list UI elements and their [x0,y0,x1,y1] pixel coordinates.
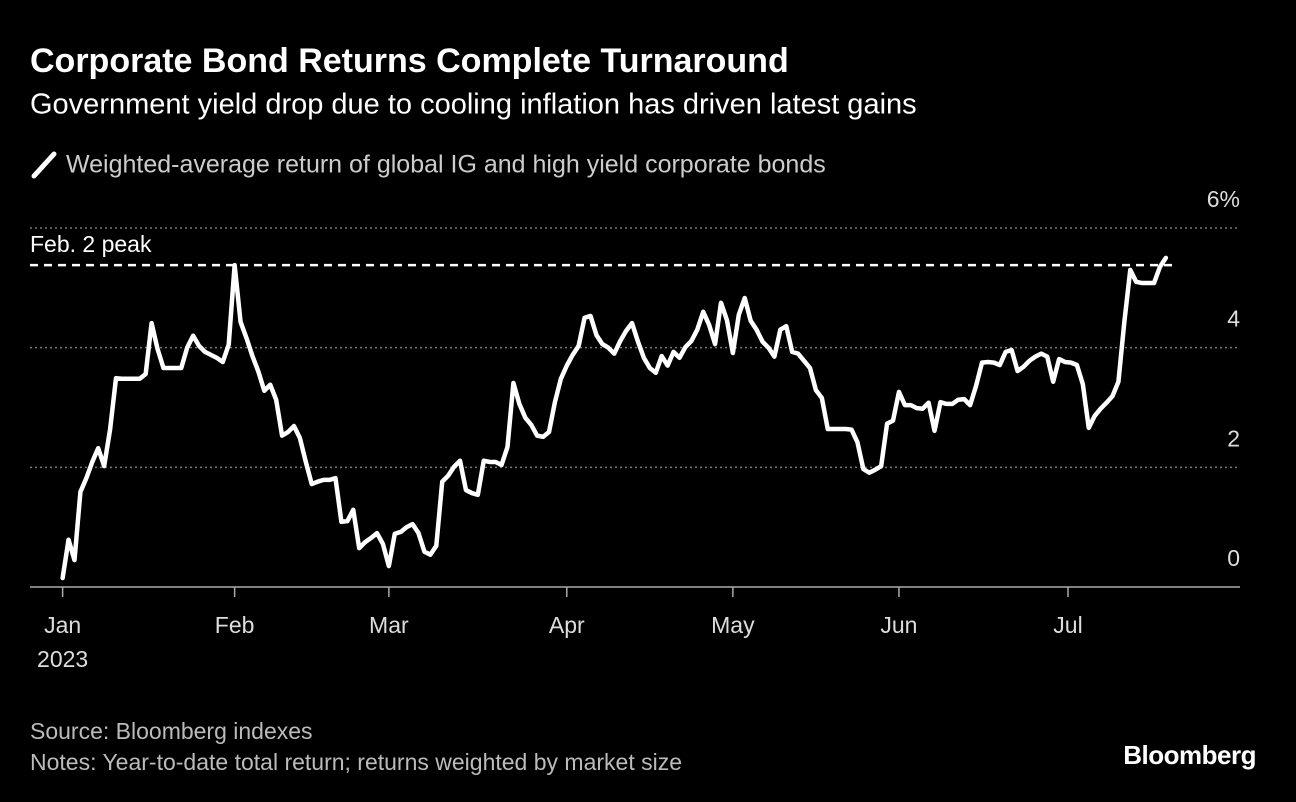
data-line [60,255,1169,581]
x-tick-label: Jan [44,612,81,638]
y-tick-label: 6% [1207,186,1240,212]
y-tick-label: 4 [1227,306,1240,332]
credit: Bloomberg [1123,740,1256,770]
x-tick-label: Feb [215,612,255,638]
legend-swatch [31,151,57,179]
x-tick-label: May [711,612,755,638]
y-tick-label: 0 [1227,545,1240,571]
x-tick-label: Mar [369,612,409,638]
x-tick-year: 2023 [37,646,88,672]
notes: Notes: Year-to-date total return; return… [30,749,682,775]
y-tick-label: 2 [1227,425,1240,451]
chart-title: Corporate Bond Returns Complete Turnarou… [30,42,789,80]
x-tick-label: Jul [1053,612,1082,638]
x-tick-label: Jun [880,612,917,638]
x-tick-label: Apr [549,612,585,638]
source: Source: Bloomberg indexes [30,718,313,744]
peak-label: Feb. 2 peak [30,231,152,257]
legend-label: Weighted-average return of global IG and… [66,151,826,179]
chart-subtitle: Government yield drop due to cooling inf… [30,89,917,121]
